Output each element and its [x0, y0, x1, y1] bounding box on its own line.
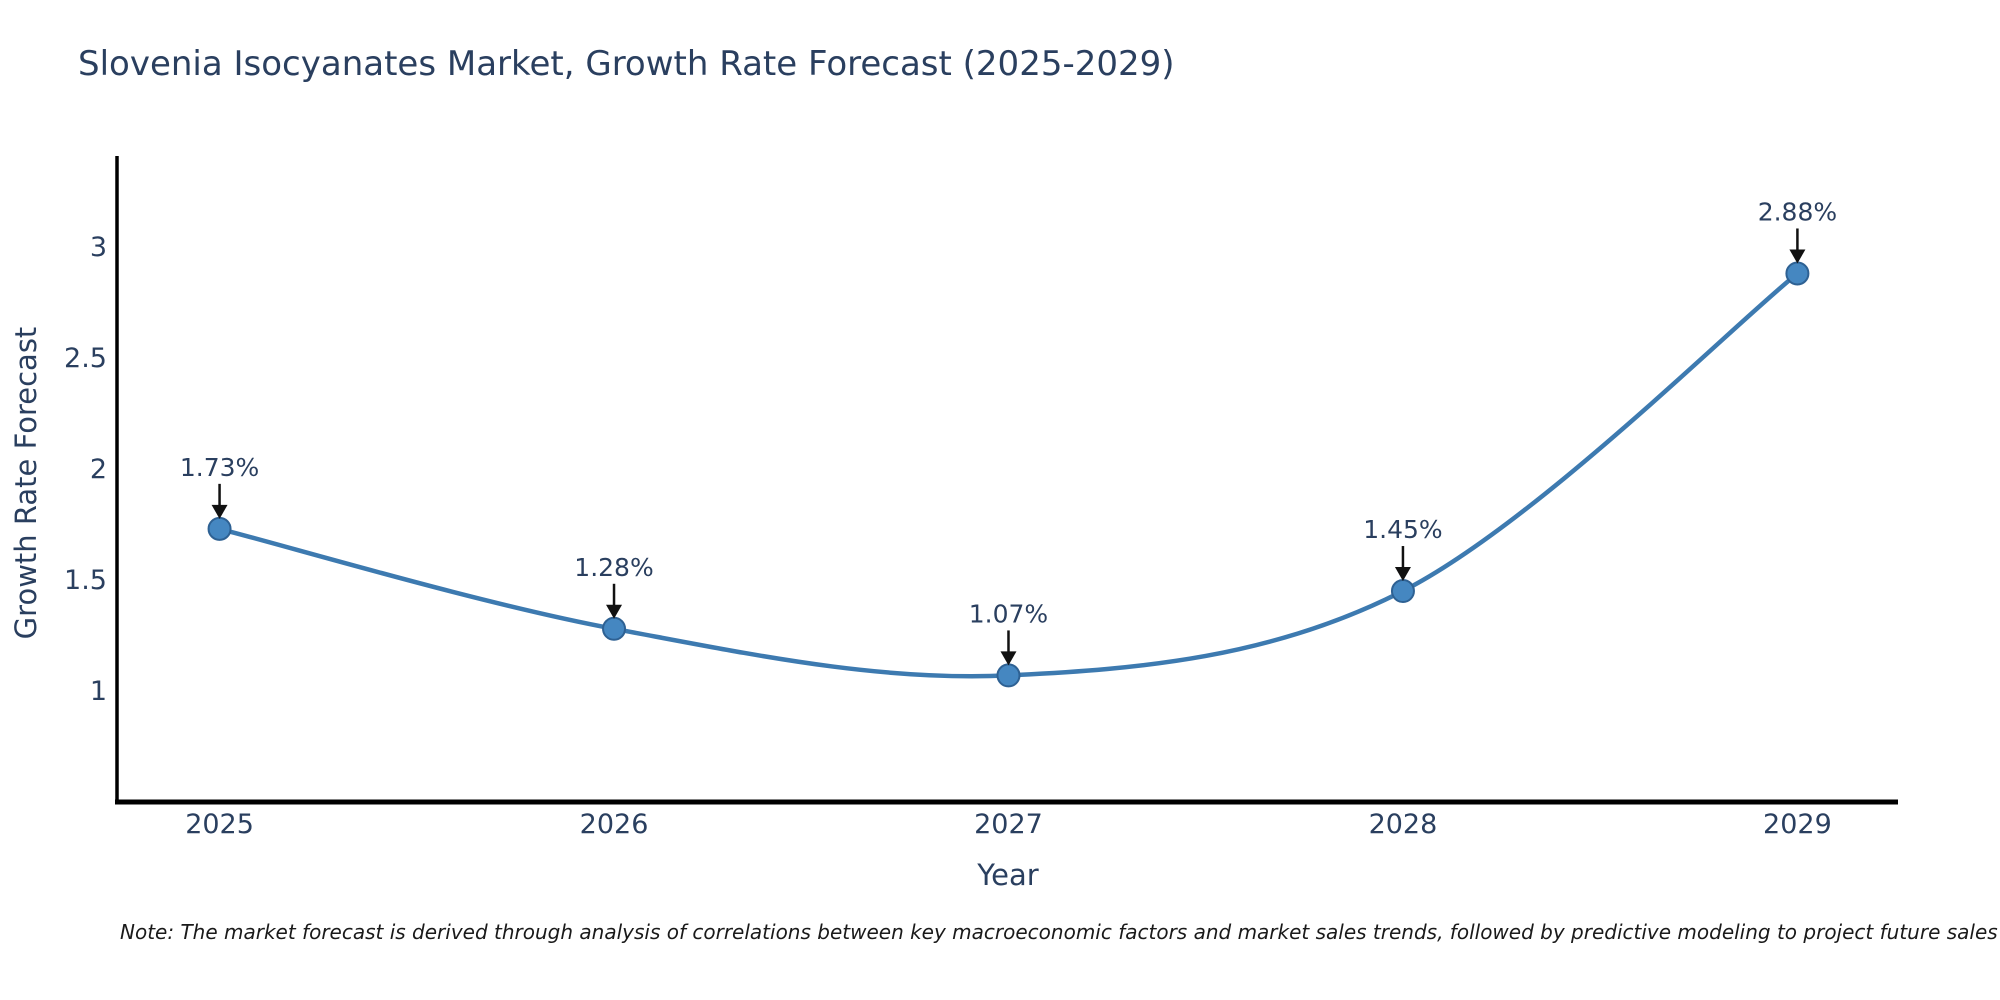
x-axis-title: Year — [977, 858, 1039, 892]
annotation-arrowhead-icon — [1789, 249, 1806, 264]
annotation-arrowhead-icon — [1000, 651, 1017, 666]
annotation-arrowhead-icon — [211, 504, 228, 519]
chart-title: Slovenia Isocyanates Market, Growth Rate… — [78, 44, 1175, 84]
data-point-label: 1.73% — [180, 453, 259, 482]
data-point-marker[interactable] — [602, 616, 627, 641]
data-point-marker[interactable] — [1785, 261, 1810, 286]
data-point-marker[interactable] — [1390, 579, 1415, 604]
y-tick-label: 1.5 — [64, 565, 107, 596]
data-point-label: 1.07% — [969, 599, 1048, 628]
x-tick-label: 2027 — [974, 809, 1043, 840]
annotation-arrowhead-icon — [1394, 567, 1411, 582]
annotation-arrowhead-icon — [606, 604, 623, 619]
data-point-label: 1.28% — [574, 553, 653, 582]
data-point-marker[interactable] — [207, 516, 232, 541]
y-tick-label: 1 — [90, 676, 107, 707]
x-tick-label: 2028 — [1369, 809, 1438, 840]
data-point-label: 2.88% — [1758, 197, 1837, 226]
data-point-marker[interactable] — [996, 663, 1021, 688]
y-tick-label: 3 — [90, 232, 107, 263]
x-tick-label: 2029 — [1763, 809, 1832, 840]
x-tick-label: 2025 — [185, 809, 254, 840]
x-tick-label: 2026 — [580, 809, 649, 840]
y-axis-title: Growth Rate Forecast — [9, 326, 43, 640]
y-tick-label: 2.5 — [64, 343, 107, 374]
data-point-label: 1.45% — [1363, 515, 1442, 544]
y-tick-label: 2 — [90, 454, 107, 485]
footnote: Note: The market forecast is derived thr… — [120, 920, 1998, 944]
